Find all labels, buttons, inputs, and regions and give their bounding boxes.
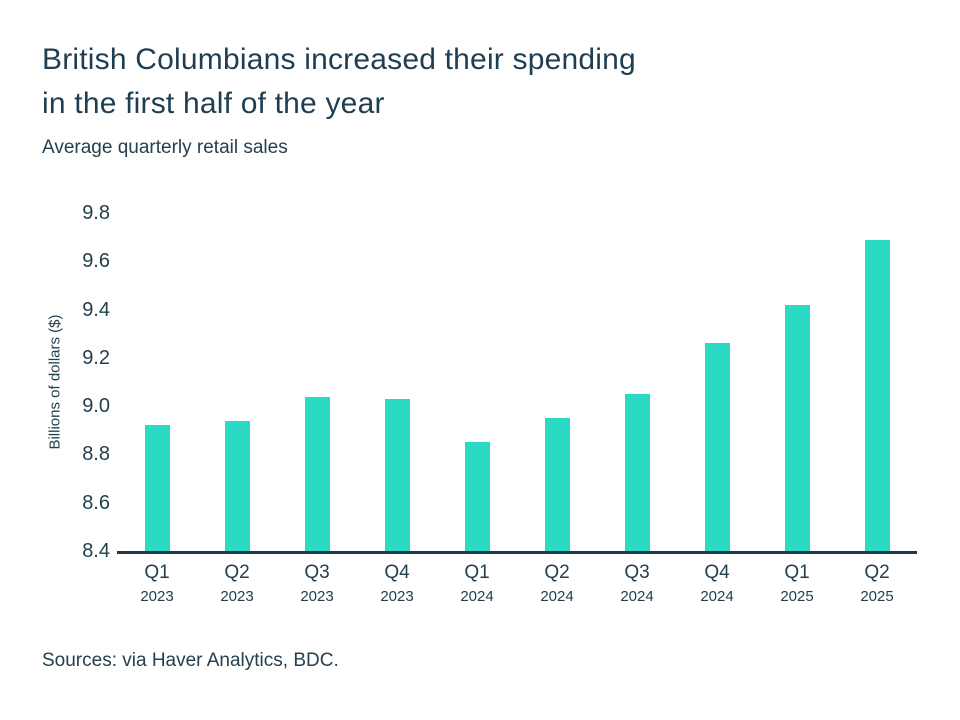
x-tick-label: Q4 2023 (357, 562, 437, 606)
y-tick-label: 9.4 (82, 298, 110, 321)
y-tick-label: 8.4 (82, 540, 110, 562)
x-tick-year: 2024 (460, 588, 494, 605)
bar-slot (277, 213, 357, 551)
x-axis-labels: Q1 2023 Q2 2023 Q3 2023 Q4 2023 Q1 2024 Q2 2024 Q3 20… (117, 562, 917, 606)
x-tick-year: 2023 (220, 588, 254, 605)
x-tick-year: 2025 (860, 588, 894, 605)
y-tick-label: 9.6 (82, 250, 110, 273)
bar-q2-2024 (544, 418, 570, 551)
y-tick-label: 8.6 (82, 491, 110, 514)
x-tick-label: Q1 2025 (757, 562, 837, 606)
bar-q4-2024 (704, 343, 730, 551)
chart-title-line2: in the first half of the year (42, 87, 385, 120)
x-tick-label: Q2 2023 (197, 562, 277, 606)
y-tick-label: 9.0 (82, 395, 110, 418)
x-tick-year: 2023 (140, 588, 174, 605)
x-tick-quarter: Q3 (304, 562, 330, 583)
bar-slot (437, 213, 517, 551)
bar-q3-2024 (624, 394, 650, 551)
x-tick-label: Q2 2024 (517, 562, 597, 606)
y-tick-label: 9.2 (82, 346, 110, 369)
x-tick-year: 2023 (300, 588, 334, 605)
bar-slot (357, 213, 437, 551)
x-tick-quarter: Q3 (624, 562, 650, 583)
x-tick-quarter: Q4 (384, 562, 410, 583)
x-tick-quarter: Q1 (784, 562, 810, 583)
x-tick-quarter: Q1 (144, 562, 170, 583)
x-tick-label: Q1 2024 (437, 562, 517, 606)
bar-slot (837, 213, 917, 551)
x-tick-year: 2025 (780, 588, 814, 605)
bar-q1-2025 (784, 304, 810, 551)
x-tick-label: Q4 2024 (677, 562, 757, 606)
y-tick-label: 8.8 (82, 443, 110, 466)
chart-title: British Columbians increased their spend… (42, 38, 636, 126)
bar-slot (517, 213, 597, 551)
x-tick-quarter: Q2 (864, 562, 890, 583)
x-tick-quarter: Q2 (544, 562, 570, 583)
x-tick-label: Q2 2025 (837, 562, 917, 606)
x-tick-label: Q1 2023 (117, 562, 197, 606)
bar-q2-2025 (864, 239, 890, 551)
chart-subtitle: Average quarterly retail sales (42, 137, 288, 158)
bar-q4-2023 (384, 398, 410, 551)
chart-title-line1: British Columbians increased their spend… (42, 43, 636, 76)
x-tick-quarter: Q4 (704, 562, 730, 583)
x-tick-year: 2024 (700, 588, 734, 605)
bar-q2-2023 (224, 420, 250, 551)
bar-q1-2023 (144, 425, 170, 551)
sources-note: Sources: via Haver Analytics, BDC. (42, 650, 339, 671)
bar-plot (117, 213, 917, 554)
x-tick-label: Q3 2023 (277, 562, 357, 606)
y-axis-ticks: 8.4 8.6 8.8 9.0 9.2 9.4 9.6 9.8 (0, 202, 110, 562)
bar-q3-2023 (304, 396, 330, 551)
x-tick-label: Q3 2024 (597, 562, 677, 606)
y-tick-label: 9.8 (82, 202, 110, 224)
x-tick-quarter: Q1 (464, 562, 490, 583)
bar-slot (197, 213, 277, 551)
x-tick-year: 2024 (540, 588, 574, 605)
x-tick-quarter: Q2 (224, 562, 250, 583)
x-tick-year: 2024 (620, 588, 654, 605)
bar-slot (117, 213, 197, 551)
bar-slot (757, 213, 837, 551)
bar-slot (677, 213, 757, 551)
x-tick-year: 2023 (380, 588, 414, 605)
bar-q1-2024 (464, 442, 490, 551)
bar-slot (597, 213, 677, 551)
